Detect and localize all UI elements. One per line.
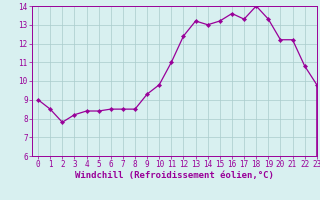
X-axis label: Windchill (Refroidissement éolien,°C): Windchill (Refroidissement éolien,°C) bbox=[75, 171, 274, 180]
